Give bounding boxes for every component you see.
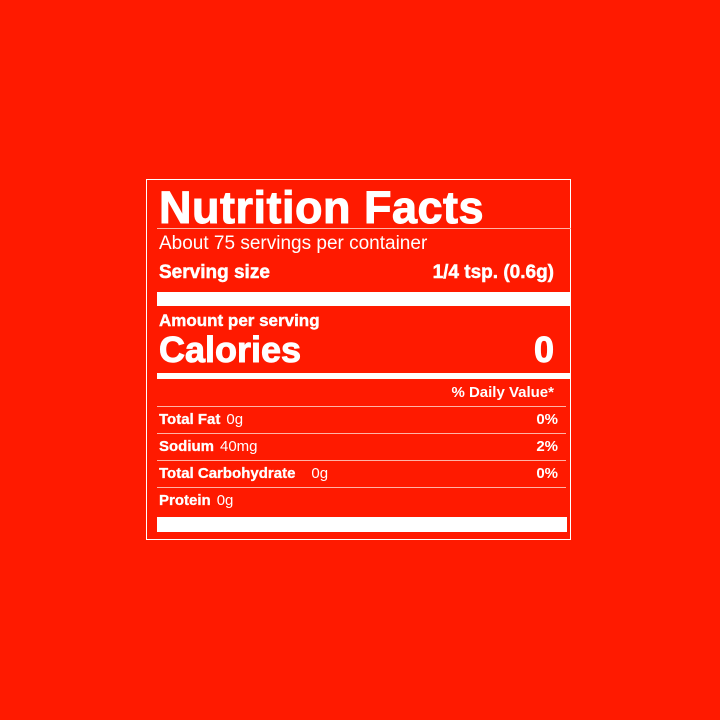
calories-label: Calories — [158, 329, 302, 371]
nutrient-amount: 0g — [311, 465, 329, 482]
nutrient-dv: 2% — [536, 438, 558, 455]
nutrient-dv: 0% — [536, 465, 558, 482]
nutrient-amount: 0g — [216, 492, 234, 509]
calories-value: 0 — [533, 329, 554, 371]
nutrient-amount: 40mg — [220, 438, 258, 455]
divider — [157, 228, 571, 229]
nutrient-name: Total Carbohydrate — [159, 465, 296, 482]
nutrient-row-total-carbohydrate: Total Carbohydrate 0g 0% — [157, 460, 566, 488]
nutrient-amount: 0g — [226, 411, 244, 428]
serving-size-value: 1/4 tsp. (0.6g) — [432, 262, 554, 284]
medium-divider — [157, 373, 571, 379]
nutrient-name: Total Fat — [159, 411, 221, 428]
nutrient-name: Protein — [159, 492, 211, 509]
amount-per-serving: Amount per serving — [159, 311, 320, 330]
label-title: Nutrition Facts — [158, 182, 485, 234]
nutrient-row-sodium: Sodium 40mg 2% — [157, 433, 566, 461]
nutrient-dv: 0% — [536, 411, 558, 428]
serving-size-label: Serving size — [159, 262, 270, 284]
thick-divider — [157, 292, 571, 306]
nutrition-facts-label: Nutrition Facts About 75 servings per co… — [146, 179, 571, 540]
servings-per-container: About 75 servings per container — [159, 233, 428, 254]
nutrient-name: Sodium — [159, 438, 214, 455]
bottom-bar — [157, 517, 567, 532]
nutrient-row-total-fat: Total Fat 0g 0% — [157, 406, 566, 434]
nutrient-row-protein: Protein 0g — [157, 487, 566, 515]
daily-value-header: % Daily Value* — [451, 384, 554, 401]
